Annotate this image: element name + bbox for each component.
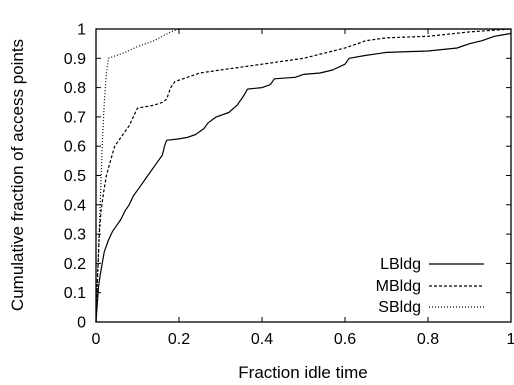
y-tick-label: 0.9 <box>64 51 86 68</box>
x-tick-label: 0.6 <box>334 331 356 348</box>
plot-frame <box>95 28 512 323</box>
y-tick-label: 0.8 <box>64 80 86 97</box>
y-tick-label: 0.7 <box>64 109 86 126</box>
y-tick-label: 0.3 <box>64 227 86 244</box>
legend-label-lbldg: LBldg <box>380 256 421 273</box>
tick-labels: 0 0.2 0.4 0.6 0.8 1 0 0.1 0.2 0.3 0.4 0.5 0.6 0.7 0.8 0… <box>64 22 514 349</box>
axis-ticks <box>95 28 512 323</box>
x-tick-label: 0 <box>92 331 101 348</box>
y-tick-label: 0.1 <box>64 285 86 302</box>
legend: LBldg MBldg SBldg <box>376 256 484 316</box>
y-tick-label: 0.5 <box>64 168 86 185</box>
x-tick-label: 0.4 <box>251 331 273 348</box>
x-tick-label: 0.2 <box>168 331 190 348</box>
y-tick-label: 0.6 <box>64 139 86 156</box>
y-tick-label: 0 <box>77 315 86 332</box>
x-axis-title: Fraction idle time <box>238 363 367 382</box>
legend-label-mbldg: MBldg <box>376 278 421 295</box>
series-line-mbldg <box>95 28 512 323</box>
x-tick-label: 1 <box>507 331 514 348</box>
x-tick-label: 0.8 <box>417 331 439 348</box>
y-tick-label: 0.4 <box>64 197 86 214</box>
legend-label-sbldg: SBldg <box>378 299 421 316</box>
series-line-lbldg <box>95 32 512 323</box>
series-line-sbldg <box>95 28 511 323</box>
y-tick-label: 1 <box>77 22 86 39</box>
series-lines <box>95 28 512 323</box>
y-axis-title: Cumulative fraction of access points <box>8 39 27 311</box>
y-tick-label: 0.2 <box>64 256 86 273</box>
